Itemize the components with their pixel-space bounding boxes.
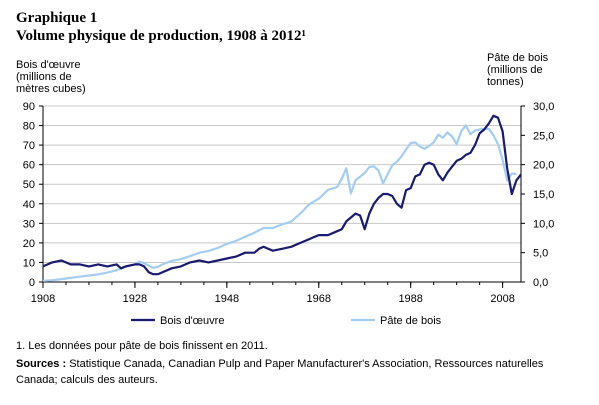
lumber-series-line: [42, 114, 522, 276]
right-axis-title-line: (millions de: [487, 64, 543, 76]
left-axis-title-line: (millions de: [16, 71, 72, 83]
left-axis-title: Bois d'œuvre (millions de mètres cubes): [16, 59, 116, 95]
legend: Bois d'œuvre Pâte de bois: [131, 315, 442, 327]
left-tick-label: 30: [23, 218, 35, 230]
right-axis-title: Pâte de bois (millions de tonnes): [487, 52, 587, 88]
chart-number: Graphique 1: [16, 10, 98, 26]
left-tick-label: 40: [23, 199, 35, 211]
x-tick-label: 1968: [307, 293, 331, 305]
series-lines: [42, 114, 522, 282]
left-tick-label: 80: [23, 121, 35, 133]
chart-title: Graphique 1 Volume physique de productio…: [16, 9, 306, 45]
left-tick-label: 70: [23, 140, 35, 152]
sources-note: Sources : Statistique Canada, Canadian P…: [16, 356, 586, 388]
right-tick-label: 25,0: [533, 130, 554, 142]
right-tick-label: 20,0: [533, 160, 554, 172]
legend-label-lumber: Bois d'œuvre: [160, 315, 224, 327]
left-axis-title-line: Bois d'œuvre: [16, 59, 81, 71]
left-axis-title-line: mètres cubes): [16, 83, 86, 95]
line-chart: 0 10 20 30 40 50 60 70 80 90 0,0 5,0 10,0 15,0 20,0 25,…: [23, 101, 555, 327]
legend-label-pulp: Pâte de bois: [380, 315, 442, 327]
left-tick-label: 10: [23, 257, 35, 269]
pulp-series-line: [42, 124, 517, 282]
right-axis-title-line: tonnes): [487, 76, 524, 88]
axes: 0 10 20 30 40 50 60 70 80 90 0,0 5,0 10,0 15,0 20,0 25,…: [23, 101, 555, 305]
right-tick-label: 0,0: [533, 277, 548, 289]
right-tick-label: 10,0: [533, 218, 554, 230]
x-tick-label: 1908: [31, 293, 55, 305]
chart-heading: Volume physique de production, 1908 à 20…: [16, 28, 306, 44]
left-tick-label: 60: [23, 160, 35, 172]
left-tick-label: 50: [23, 179, 35, 191]
x-tick-label: 1928: [123, 293, 147, 305]
grid-lines: [43, 105, 521, 263]
x-tick-label: 1948: [215, 293, 239, 305]
left-tick-label: 90: [23, 101, 35, 113]
x-tick-label: 1988: [398, 293, 422, 305]
right-tick-label: 15,0: [533, 189, 554, 201]
left-tick-label: 0: [29, 277, 35, 289]
left-tick-label: 20: [23, 238, 35, 250]
right-tick-label: 5,0: [533, 248, 548, 260]
x-tick-label: 2008: [490, 293, 514, 305]
right-axis-title-line: Pâte de bois: [487, 52, 549, 64]
sources-text: Statistique Canada, Canadian Pulp and Pa…: [16, 358, 544, 386]
right-tick-label: 30,0: [533, 101, 554, 113]
sources-label: Sources :: [16, 358, 67, 370]
footnote: 1. Les données pour pâte de bois finisse…: [16, 340, 268, 352]
